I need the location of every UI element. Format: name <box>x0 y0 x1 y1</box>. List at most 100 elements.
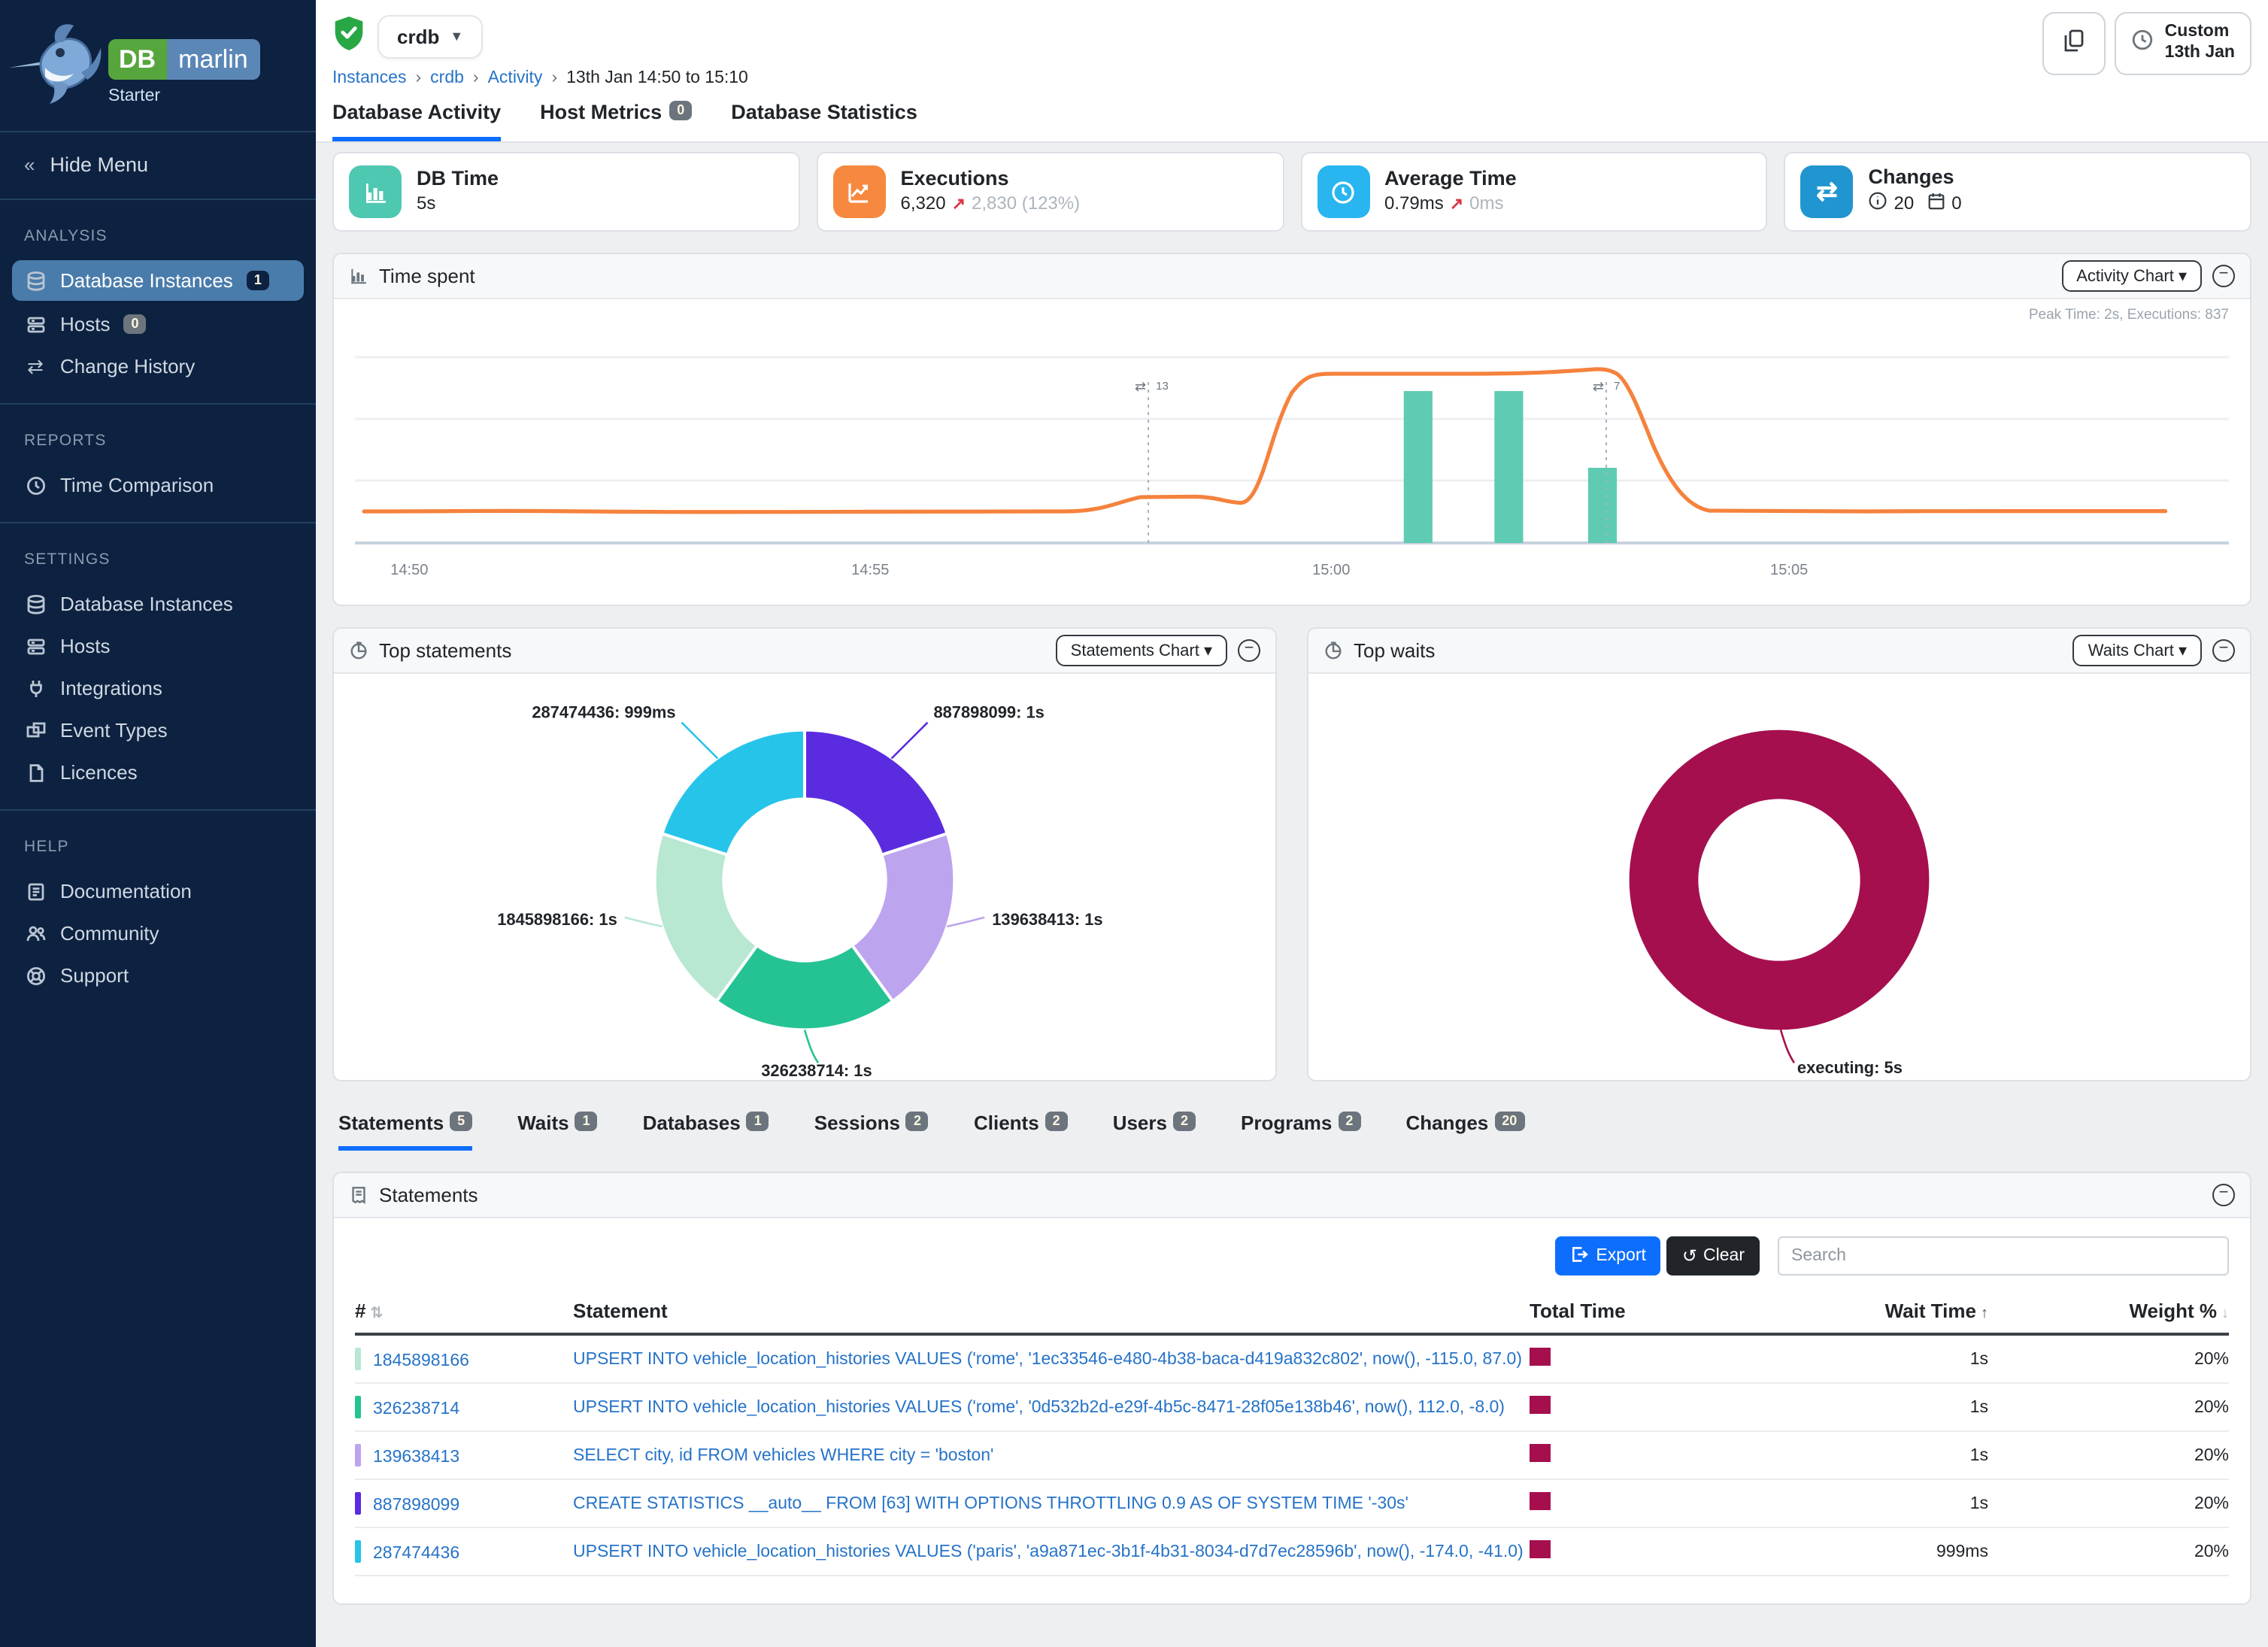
total-time-bar <box>1530 1396 1551 1414</box>
tab-waits[interactable]: Waits 1 <box>517 1112 598 1151</box>
statement-id-link[interactable]: 139638413 <box>373 1448 460 1467</box>
pie-chart-icon <box>1324 641 1343 660</box>
search-input[interactable] <box>1778 1236 2229 1275</box>
col-total-time[interactable]: Total Time <box>1530 1291 1672 1336</box>
sidebar-item-support[interactable]: Support <box>0 955 316 996</box>
time-range-date: 13th Jan <box>2164 44 2235 62</box>
plug-icon <box>24 677 47 699</box>
change-annotation-count: 13 <box>1156 380 1169 393</box>
wait-time-cell: 1s <box>1672 1383 1988 1432</box>
collapse-panel-icon[interactable]: − <box>2212 265 2235 287</box>
label-leader <box>681 721 719 760</box>
server-icon <box>24 313 47 335</box>
waits-chart-selector[interactable]: Waits Chart ▾ <box>2072 635 2202 666</box>
weight-cell: 20% <box>1988 1383 2229 1432</box>
tab-host-metrics[interactable]: Host Metrics 0 <box>540 101 693 141</box>
time-spent-panel: Time spent Activity Chart ▾ − Peak Time:… <box>332 253 2251 606</box>
tab-statements[interactable]: Statements 5 <box>338 1112 473 1151</box>
breadcrumb-crdb[interactable]: crdb <box>430 69 464 87</box>
col-id[interactable]: # ⇅ <box>355 1291 573 1336</box>
label-leader <box>803 1029 820 1063</box>
sidebar-item-integrations[interactable]: Integrations <box>0 668 316 708</box>
sidebar-item-event-types[interactable]: Event Types <box>0 710 316 751</box>
tab-changes[interactable]: Changes 20 <box>1405 1112 1525 1151</box>
sidebar-item-community[interactable]: Community <box>0 913 316 954</box>
hide-menu-button[interactable]: « Hide Menu <box>0 132 316 200</box>
sidebar-item-hosts[interactable]: Hosts 0 <box>0 304 316 344</box>
export-button[interactable]: Export <box>1555 1236 1661 1275</box>
donut-segment <box>850 831 957 1004</box>
wait-time-cell: 1s <box>1672 1479 1988 1528</box>
table-toolbar: Export ↺ Clear <box>334 1218 2250 1291</box>
tab-database-statistics[interactable]: Database Statistics <box>731 101 917 123</box>
statement-link[interactable]: CREATE STATISTICS __auto__ FROM [63] WIT… <box>573 1494 1408 1512</box>
statement-id-link[interactable]: 1845898166 <box>373 1352 469 1370</box>
database-icon <box>24 593 47 615</box>
undo-icon: ↺ <box>1681 1245 1698 1266</box>
clear-button[interactable]: ↺ Clear <box>1666 1236 1760 1275</box>
time-range-button[interactable]: Custom 13th Jan <box>2115 12 2251 75</box>
col-wait-time[interactable]: Wait Time ↑ <box>1672 1291 1988 1336</box>
panel-title: Time spent <box>379 265 475 287</box>
col-statement[interactable]: Statement <box>573 1291 1530 1336</box>
collapse-panel-icon[interactable]: − <box>1238 639 1260 662</box>
breadcrumb-activity[interactable]: Activity <box>487 69 543 87</box>
statements-chart-selector[interactable]: Statements Chart ▾ <box>1055 635 1227 666</box>
statement-icon <box>349 1185 368 1205</box>
statement-link[interactable]: UPSERT INTO vehicle_location_histories V… <box>573 1350 1522 1368</box>
change-arrows-icon: ⇄ <box>27 354 44 377</box>
col-weight[interactable]: Weight % ↓ <box>1988 1291 2229 1336</box>
change-arrows-icon: ⇄ <box>1800 165 1854 218</box>
statement-id-link[interactable]: 287474436 <box>373 1545 460 1563</box>
donut-segment <box>714 943 896 1032</box>
statement-color-bar <box>355 1492 361 1515</box>
statement-color-bar <box>355 1540 361 1563</box>
breadcrumb-instances[interactable]: Instances <box>332 69 407 87</box>
content: DB Time 5s Executions 6,320 ↗ 2,830 (123… <box>316 143 2268 1647</box>
sidebar-item-documentation[interactable]: Documentation <box>0 871 316 911</box>
total-time-bar <box>1530 1540 1551 1558</box>
instance-selector[interactable]: crdb ▼ <box>377 14 484 58</box>
chart-icon <box>349 266 368 286</box>
statement-id-link[interactable]: 887898099 <box>373 1497 460 1515</box>
section-title-analysis: ANALYSIS <box>24 227 108 245</box>
sidebar-item-change-history[interactable]: ⇄ Change History <box>0 346 316 387</box>
time-range-mode: Custom <box>2164 23 2230 41</box>
weight-cell: 20% <box>1988 1479 2229 1528</box>
activity-chart-selector[interactable]: Activity Chart ▾ <box>2061 260 2202 292</box>
statement-id-link[interactable]: 326238714 <box>373 1400 460 1418</box>
copy-link-button[interactable] <box>2042 12 2106 75</box>
change-annotation-icon: ⇄ <box>1593 379 1604 394</box>
statement-color-bar <box>355 1396 361 1418</box>
calendar-icon <box>1926 191 1945 217</box>
export-icon <box>1570 1245 1589 1267</box>
statement-link[interactable]: UPSERT INTO vehicle_location_histories V… <box>573 1542 1524 1561</box>
tab-databases[interactable]: Databases 1 <box>643 1112 769 1151</box>
count-badge: 20 <box>1494 1112 1525 1131</box>
tab-sessions[interactable]: Sessions 2 <box>814 1112 929 1151</box>
people-icon <box>24 922 47 945</box>
sidebar-item-settings-hosts[interactable]: Hosts <box>0 626 316 666</box>
sidebar-item-time-comparison[interactable]: Time Comparison <box>0 465 316 505</box>
tab-database-activity[interactable]: Database Activity <box>332 101 502 141</box>
collapse-panel-icon[interactable]: − <box>2212 639 2235 662</box>
statement-link[interactable]: UPSERT INTO vehicle_location_histories V… <box>573 1398 1505 1416</box>
sort-icon: ⇅ <box>370 1306 384 1322</box>
sidebar-item-database-instances[interactable]: Database Instances 1 <box>12 260 304 301</box>
tab-users[interactable]: Users 2 <box>1113 1112 1196 1151</box>
tab-programs[interactable]: Programs 2 <box>1241 1112 1361 1151</box>
statement-link[interactable]: SELECT city, id FROM vehicles WHERE city… <box>573 1446 994 1464</box>
main-tabs: Database Activity Host Metrics 0 Database… <box>332 101 2251 141</box>
collapse-panel-icon[interactable]: − <box>2212 1184 2235 1206</box>
pie-chart-icon <box>349 641 368 660</box>
x-tick: 15:00 <box>1312 562 1350 578</box>
db-time-line <box>362 367 2168 514</box>
tab-clients[interactable]: Clients 2 <box>974 1112 1068 1151</box>
executions-bar <box>1587 468 1618 543</box>
kpi-average-time: Average Time 0.79ms ↗ 0ms <box>1300 152 1768 232</box>
sidebar: DB marlin Starter « Hide Menu ANALYSIS Da… <box>0 0 316 1647</box>
breadcrumb: Instances › crdb › Activity › 13th Jan 14:5… <box>332 69 748 87</box>
sidebar-item-licences[interactable]: Licences <box>0 752 316 793</box>
sidebar-item-settings-database-instances[interactable]: Database Instances <box>0 584 316 624</box>
